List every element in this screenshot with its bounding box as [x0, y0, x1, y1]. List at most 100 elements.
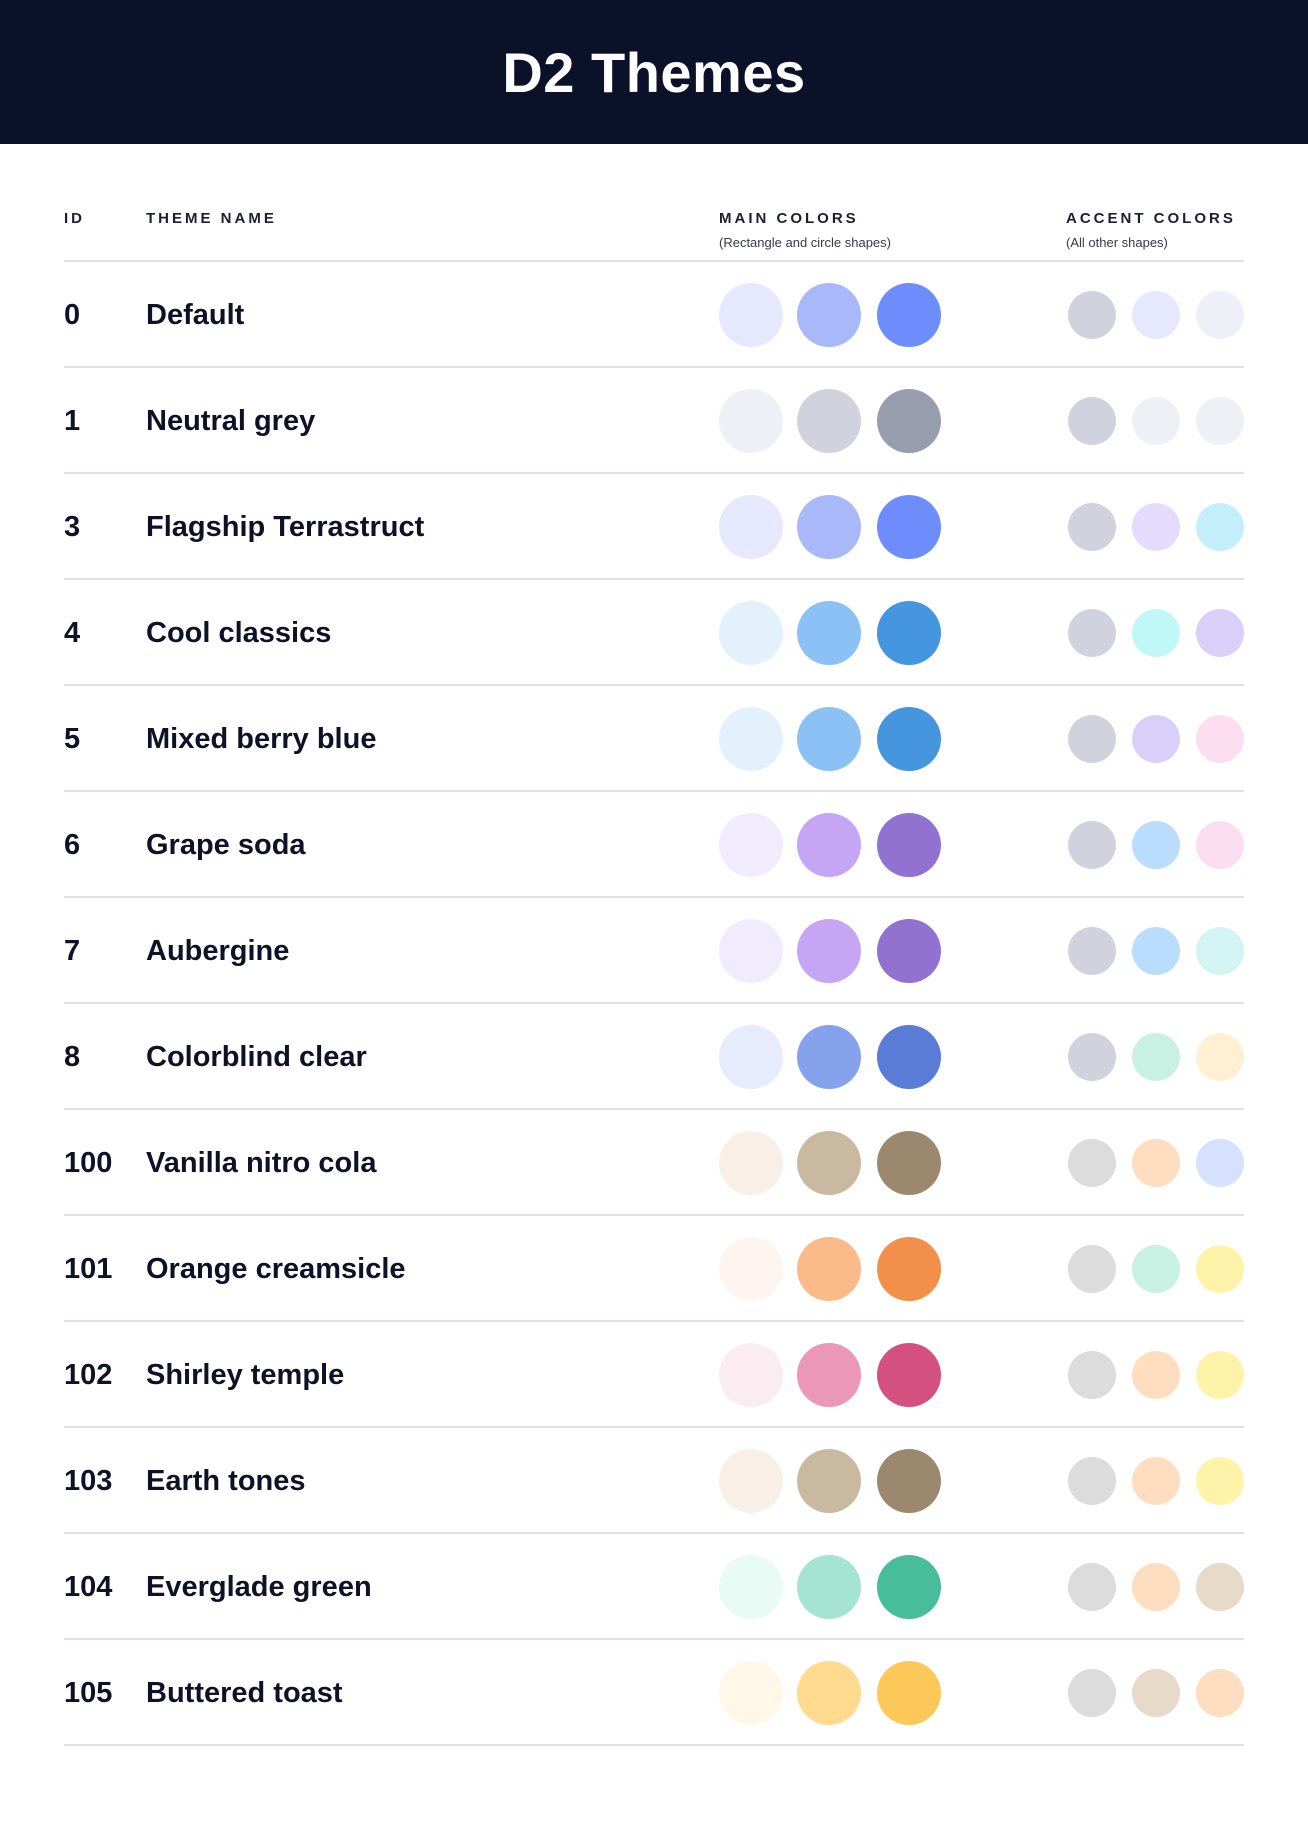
accent-color-swatch — [1068, 609, 1116, 657]
theme-row: 105 Buttered toast — [0, 1640, 1308, 1746]
main-color-swatch — [877, 495, 941, 559]
theme-id: 6 — [64, 829, 81, 861]
accent-color-swatch — [1196, 503, 1244, 551]
theme-row: 3 Flagship Terrastruct — [0, 474, 1308, 580]
theme-id: 1 — [64, 405, 81, 437]
row-divider — [64, 1108, 1244, 1110]
theme-name: Neutral grey — [146, 405, 316, 437]
row-divider — [64, 1214, 1244, 1216]
main-color-swatch — [719, 1025, 783, 1089]
main-color-swatch — [719, 1555, 783, 1619]
main-color-swatch — [797, 1237, 861, 1301]
theme-name: Flagship Terrastruct — [146, 511, 425, 543]
main-color-swatch — [877, 707, 941, 771]
theme-name: Default — [146, 299, 245, 331]
main-color-swatch — [719, 601, 783, 665]
accent-color-swatch — [1132, 1351, 1180, 1399]
accent-color-swatch — [1196, 397, 1244, 445]
theme-row: 103 Earth tones — [0, 1428, 1308, 1534]
row-divider — [64, 790, 1244, 792]
main-color-swatch — [719, 1131, 783, 1195]
accent-color-swatch — [1132, 1563, 1180, 1611]
accent-color-swatch — [1132, 1457, 1180, 1505]
theme-row: 1 Neutral grey — [0, 368, 1308, 474]
accent-color-swatch — [1132, 1139, 1180, 1187]
main-color-swatch — [797, 1661, 861, 1725]
accent-colors-subtitle: (All other shapes) — [1066, 235, 1168, 250]
theme-id: 7 — [64, 935, 81, 967]
main-color-swatch — [719, 495, 783, 559]
main-color-swatch — [797, 601, 861, 665]
accent-color-swatch — [1196, 1033, 1244, 1081]
main-color-swatch — [797, 707, 861, 771]
accent-color-swatch — [1196, 609, 1244, 657]
main-color-swatch — [877, 1025, 941, 1089]
accent-color-swatch — [1196, 291, 1244, 339]
accent-color-swatch — [1132, 291, 1180, 339]
main-color-swatch — [797, 919, 861, 983]
theme-row: 101 Orange creamsicle — [0, 1216, 1308, 1322]
main-color-swatch — [877, 1237, 941, 1301]
theme-name: Orange creamsicle — [146, 1253, 406, 1285]
accent-color-swatch — [1068, 1669, 1116, 1717]
theme-row: 7 Aubergine — [0, 898, 1308, 1004]
main-color-swatch — [719, 1237, 783, 1301]
row-divider — [64, 472, 1244, 474]
theme-name: Cool classics — [146, 617, 332, 649]
accent-color-swatch — [1068, 503, 1116, 551]
main-color-swatch — [719, 707, 783, 771]
row-divider — [64, 684, 1244, 686]
accent-color-swatch — [1196, 1139, 1244, 1187]
main-color-swatch — [877, 1555, 941, 1619]
accent-color-swatch — [1132, 609, 1180, 657]
row-divider — [64, 1532, 1244, 1534]
theme-name: Colorblind clear — [146, 1041, 367, 1073]
accent-color-swatch — [1132, 1245, 1180, 1293]
main-color-swatch — [797, 1449, 861, 1513]
accent-color-swatch — [1132, 397, 1180, 445]
accent-color-swatch — [1068, 1033, 1116, 1081]
theme-id: 101 — [64, 1253, 113, 1285]
main-color-swatch — [877, 1449, 941, 1513]
accent-color-swatch — [1196, 1457, 1244, 1505]
row-divider — [64, 578, 1244, 580]
main-color-swatch — [877, 389, 941, 453]
row-divider — [64, 1744, 1244, 1746]
main-color-swatch — [797, 495, 861, 559]
theme-name: Grape soda — [146, 829, 306, 861]
main-colors-subtitle: (Rectangle and circle shapes) — [719, 235, 891, 250]
accent-color-swatch — [1196, 927, 1244, 975]
theme-row: 5 Mixed berry blue — [0, 686, 1308, 792]
theme-name: Aubergine — [146, 935, 290, 967]
theme-name: Buttered toast — [146, 1677, 343, 1709]
main-color-swatch — [797, 813, 861, 877]
main-color-swatch — [719, 389, 783, 453]
theme-id: 102 — [64, 1359, 113, 1391]
column-header-theme-name: THEME NAME — [146, 210, 277, 227]
main-color-swatch — [797, 1555, 861, 1619]
accent-color-swatch — [1068, 291, 1116, 339]
accent-color-swatch — [1132, 1669, 1180, 1717]
main-color-swatch — [797, 389, 861, 453]
theme-name: Mixed berry blue — [146, 723, 377, 755]
page-title: D2 Themes — [502, 40, 806, 104]
accent-color-swatch — [1068, 1563, 1116, 1611]
row-divider — [64, 1320, 1244, 1322]
theme-id: 4 — [64, 617, 81, 649]
theme-row: 4 Cool classics — [0, 580, 1308, 686]
column-header-main-colors: MAIN COLORS — [719, 210, 859, 227]
header-banner: D2 Themes — [0, 0, 1308, 144]
accent-color-swatch — [1068, 397, 1116, 445]
theme-id: 104 — [64, 1571, 113, 1603]
theme-row: 8 Colorblind clear — [0, 1004, 1308, 1110]
theme-name: Vanilla nitro cola — [146, 1147, 377, 1179]
main-color-swatch — [719, 1449, 783, 1513]
theme-name: Shirley temple — [146, 1359, 345, 1391]
accent-color-swatch — [1068, 1139, 1116, 1187]
theme-id: 0 — [64, 299, 81, 331]
accent-color-swatch — [1068, 1245, 1116, 1293]
accent-color-swatch — [1196, 1245, 1244, 1293]
header-divider — [64, 260, 1244, 262]
row-divider — [64, 896, 1244, 898]
theme-name: Everglade green — [146, 1571, 372, 1603]
